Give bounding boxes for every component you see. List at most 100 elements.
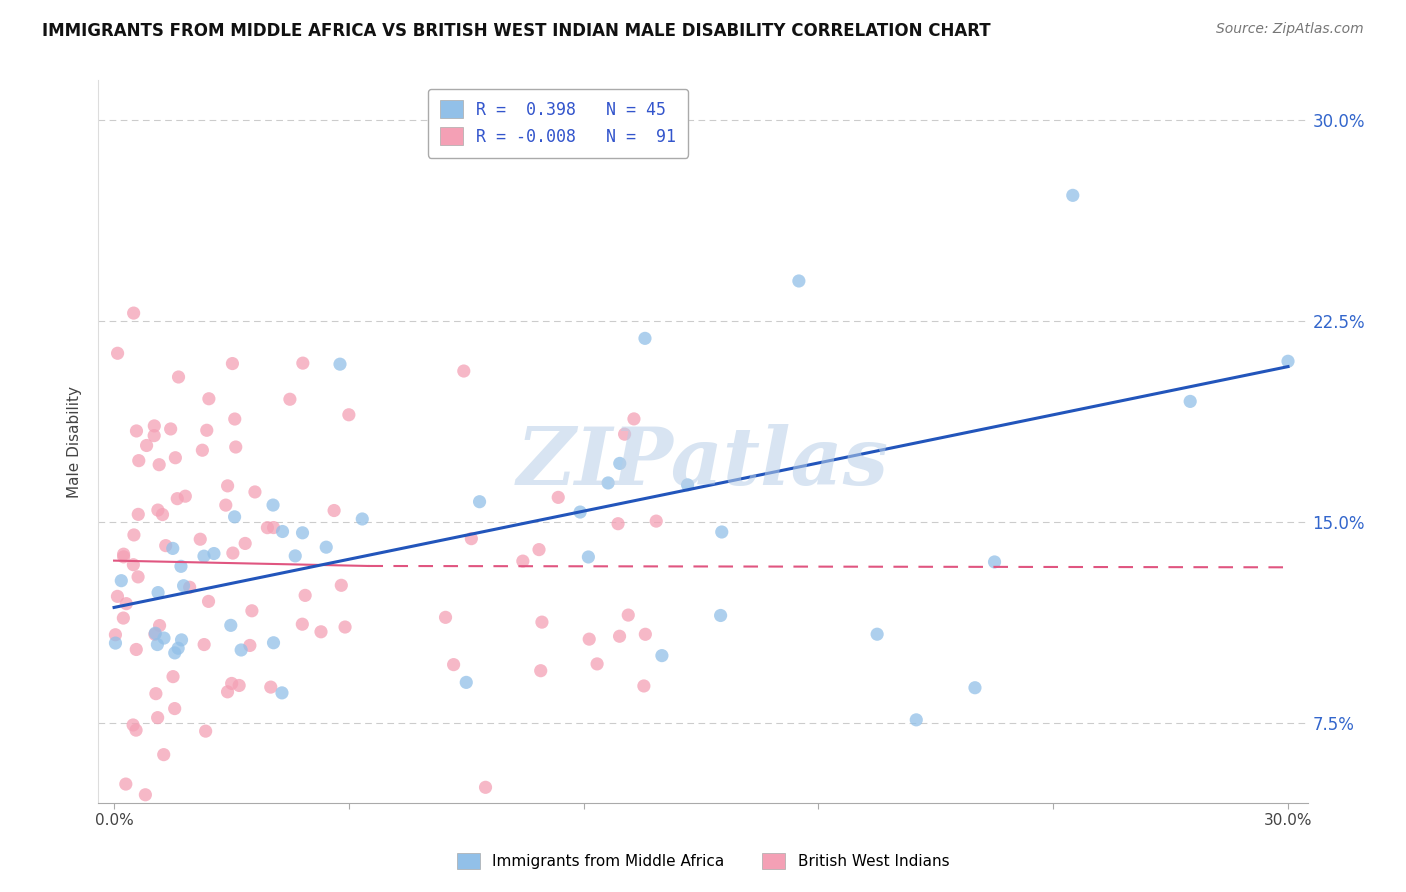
Point xyxy=(569,505,592,519)
Point xyxy=(112,611,135,625)
Point xyxy=(224,509,246,524)
Point xyxy=(1277,354,1299,368)
Text: Source: ZipAtlas.com: Source: ZipAtlas.com xyxy=(1216,22,1364,37)
Point xyxy=(217,479,239,493)
Point xyxy=(263,636,285,650)
Point xyxy=(125,642,148,657)
Point xyxy=(329,357,352,371)
Point xyxy=(122,558,145,572)
Point xyxy=(146,638,169,652)
Point xyxy=(633,679,655,693)
Point xyxy=(127,570,149,584)
Point xyxy=(315,540,337,554)
Point xyxy=(284,549,307,563)
Point xyxy=(224,412,246,426)
Point xyxy=(222,546,245,560)
Point xyxy=(193,549,215,564)
Point xyxy=(197,594,219,608)
Point xyxy=(645,514,668,528)
Point xyxy=(188,533,211,547)
Point xyxy=(115,597,138,611)
Point xyxy=(125,424,148,438)
Point xyxy=(231,643,253,657)
Point xyxy=(148,618,170,632)
Point xyxy=(173,579,195,593)
Point xyxy=(256,521,278,535)
Point xyxy=(866,627,889,641)
Point xyxy=(202,547,225,561)
Point xyxy=(291,617,314,632)
Point xyxy=(159,422,181,436)
Y-axis label: Male Disability: Male Disability xyxy=(67,385,83,498)
Point xyxy=(291,356,314,370)
Point xyxy=(122,528,145,542)
Point xyxy=(110,574,132,588)
Point xyxy=(278,392,301,407)
Point xyxy=(122,306,145,320)
Point xyxy=(456,675,478,690)
Point xyxy=(623,412,645,426)
Point xyxy=(651,648,673,663)
Point xyxy=(170,559,193,574)
Point xyxy=(127,508,149,522)
Point xyxy=(128,453,150,467)
Point xyxy=(155,539,177,553)
Point xyxy=(634,627,657,641)
Point xyxy=(163,646,186,660)
Point xyxy=(221,676,243,690)
Point xyxy=(443,657,465,672)
Point xyxy=(143,627,166,641)
Point xyxy=(112,549,135,564)
Point xyxy=(193,638,215,652)
Point xyxy=(143,418,166,433)
Point xyxy=(135,438,157,452)
Point xyxy=(104,636,127,650)
Point xyxy=(146,503,169,517)
Point xyxy=(107,346,129,360)
Point xyxy=(243,485,266,500)
Point xyxy=(239,639,262,653)
Point xyxy=(271,524,294,539)
Point xyxy=(617,608,640,623)
Point xyxy=(153,631,176,645)
Text: IMMIGRANTS FROM MIDDLE AFRICA VS BRITISH WEST INDIAN MALE DISABILITY CORRELATION: IMMIGRANTS FROM MIDDLE AFRICA VS BRITISH… xyxy=(42,22,991,40)
Point xyxy=(1062,188,1084,202)
Point xyxy=(146,585,169,599)
Point xyxy=(434,610,457,624)
Point xyxy=(263,520,285,534)
Text: ZIPatlas: ZIPatlas xyxy=(517,425,889,502)
Point xyxy=(134,788,156,802)
Point xyxy=(527,542,550,557)
Point xyxy=(291,525,314,540)
Point xyxy=(710,608,733,623)
Point xyxy=(963,681,986,695)
Point xyxy=(146,711,169,725)
Point xyxy=(162,541,184,556)
Point xyxy=(634,331,657,345)
Point xyxy=(598,475,620,490)
Point xyxy=(145,687,167,701)
Point xyxy=(586,657,609,671)
Point xyxy=(122,718,145,732)
Point xyxy=(240,604,263,618)
Point xyxy=(198,392,221,406)
Point xyxy=(195,423,218,437)
Point xyxy=(143,428,166,442)
Point xyxy=(152,508,174,522)
Point xyxy=(215,498,238,512)
Point xyxy=(143,626,166,640)
Point xyxy=(163,701,186,715)
Point xyxy=(148,458,170,472)
Point xyxy=(468,494,491,508)
Point xyxy=(337,408,360,422)
Point xyxy=(609,629,631,643)
Point xyxy=(607,516,630,531)
Point xyxy=(676,478,699,492)
Point xyxy=(352,512,374,526)
Point xyxy=(262,498,284,512)
Point xyxy=(104,628,127,642)
Point xyxy=(905,713,928,727)
Point xyxy=(576,549,599,564)
Point xyxy=(710,524,733,539)
Point xyxy=(191,443,214,458)
